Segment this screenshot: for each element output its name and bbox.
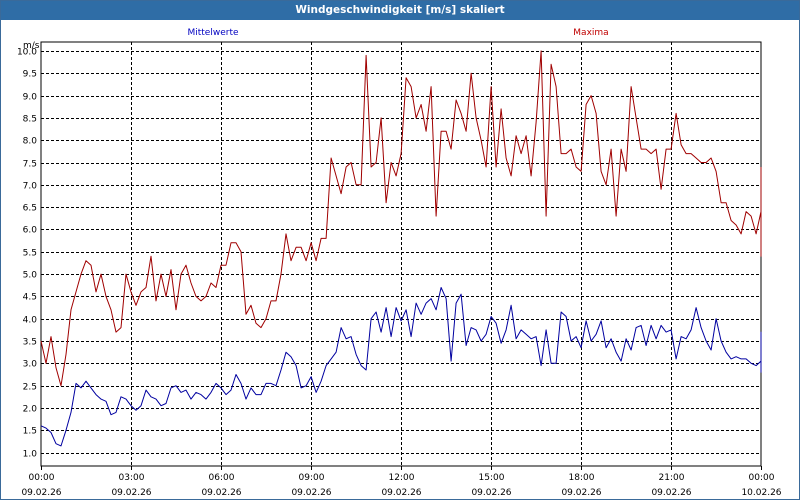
x-tick-time: 12:00 bbox=[389, 473, 415, 483]
x-tick-date: 09.02.26 bbox=[291, 488, 331, 498]
y-tick-label: 5.5 bbox=[23, 249, 37, 259]
x-tick-date: 09.02.26 bbox=[651, 488, 691, 498]
series-maxima-line bbox=[40, 50, 762, 387]
x-tick-date: 09.02.26 bbox=[381, 488, 421, 498]
y-tick-label: 4.5 bbox=[23, 293, 37, 303]
y-axis: 1.0 1.5 2.0 2.5 3.0 3.5 4.0 4.5 5.0 5.5 6.0 6.5 7.0 7… bbox=[17, 48, 37, 460]
y-tick-label: 1.5 bbox=[23, 427, 37, 437]
y-tick-label: 6.5 bbox=[23, 204, 37, 214]
y-tick-label: 8.5 bbox=[23, 115, 37, 125]
y-tick-label: 2.0 bbox=[23, 405, 38, 415]
x-tick-time: 18:00 bbox=[569, 473, 595, 483]
x-tick-date: 09.02.26 bbox=[471, 488, 511, 498]
x-tick-time: 00:00 bbox=[749, 473, 775, 483]
y-tick-label: 4.0 bbox=[23, 316, 38, 326]
y-tick-label: 5.0 bbox=[23, 271, 38, 281]
x-tick-time: 00:00 bbox=[29, 473, 55, 483]
y-tick-label: 2.5 bbox=[23, 383, 37, 393]
y-tick-label: 9.5 bbox=[23, 70, 37, 80]
y-tick-label: 6.0 bbox=[23, 226, 38, 236]
series-lines bbox=[40, 50, 762, 447]
y-tick-label: 7.5 bbox=[23, 160, 37, 170]
y-tick-label: 9.0 bbox=[23, 93, 38, 103]
x-tick-time: 15:00 bbox=[479, 473, 505, 483]
x-tick-date: 10.02.26 bbox=[741, 488, 781, 498]
series-mittelwerte-line bbox=[40, 287, 762, 447]
x-tick-date: 09.02.26 bbox=[111, 488, 151, 498]
grid bbox=[40, 41, 762, 467]
y-tick-label: 3.5 bbox=[23, 338, 37, 348]
y-tick-label: 3.0 bbox=[23, 360, 38, 370]
x-tick-date: 09.02.26 bbox=[201, 488, 241, 498]
x-tick-time: 21:00 bbox=[659, 473, 685, 483]
y-axis-label: m/s bbox=[23, 41, 40, 51]
x-tick-date: 09.02.26 bbox=[561, 488, 601, 498]
x-tick-time: 06:00 bbox=[209, 473, 235, 483]
legend-mittelwerte: Mittelwerte bbox=[187, 28, 238, 38]
y-tick-label: 8.0 bbox=[23, 137, 38, 147]
x-tick-time: 03:00 bbox=[119, 473, 145, 483]
x-tick-date: 09.02.26 bbox=[21, 488, 61, 498]
y-tick-label: 10.0 bbox=[17, 48, 37, 58]
x-tick-time: 09:00 bbox=[299, 473, 325, 483]
window-title: Windgeschwindigkeit [m/s] skaliert bbox=[1, 1, 799, 20]
wind-speed-chart: 1.0 1.5 2.0 2.5 3.0 3.5 4.0 4.5 5.0 5.5 6.0 6.5 7.0 7… bbox=[17, 28, 782, 498]
legend-maxima: Maxima bbox=[573, 28, 608, 38]
y-tick-label: 1.0 bbox=[23, 450, 38, 460]
y-tick-label: 7.0 bbox=[23, 182, 38, 192]
x-axis: 00:00 09.02.26 03:00 09.02.26 06:00 09.02.26 0… bbox=[21, 466, 782, 498]
